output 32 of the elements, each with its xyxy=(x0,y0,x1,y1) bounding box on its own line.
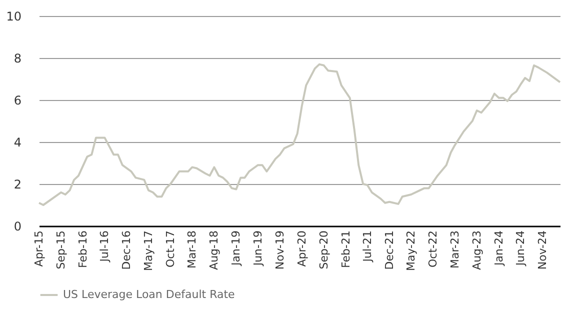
x-tick-label: Jan-24 xyxy=(492,230,506,266)
x-tick-label: Dec-16 xyxy=(120,230,134,270)
y-tick-label: 6 xyxy=(14,94,22,108)
x-tick-label: Apr-15 xyxy=(32,230,46,267)
x-tick-label: Dec-21 xyxy=(382,230,396,270)
x-tick-label: Jan-19 xyxy=(230,230,243,266)
x-tick-label: Apr-20 xyxy=(295,230,308,267)
y-tick-label: 4 xyxy=(14,136,22,150)
line-series xyxy=(38,63,561,206)
x-tick-label: Mar-23 xyxy=(448,230,462,269)
y-tick-label: 10 xyxy=(6,10,22,24)
y-tick-label: 0 xyxy=(14,220,22,234)
x-tick-label: Jun-24 xyxy=(514,230,528,267)
legend-label: US Leverage Loan Default Rate xyxy=(63,288,236,301)
x-tick-label: Oct-22 xyxy=(426,230,440,268)
x-tick-label: Sep-15 xyxy=(54,230,68,270)
x-tick-label: Jul-16 xyxy=(98,230,112,263)
x-tick-label: May-17 xyxy=(142,230,155,272)
x-tick-label: Feb-16 xyxy=(76,230,90,268)
x-tick-label: Feb-21 xyxy=(339,230,352,268)
x-tick-label: May-22 xyxy=(404,230,418,272)
x-tick-label: Nov-19 xyxy=(273,230,286,270)
y-tick-label: 2 xyxy=(14,178,22,192)
x-tick-label: Sep-20 xyxy=(317,230,330,270)
x-tick-label: Mar-18 xyxy=(186,230,199,269)
x-tick-label: Oct-17 xyxy=(164,230,177,268)
x-tick-label: Aug-23 xyxy=(470,230,484,270)
y-tick-label: 8 xyxy=(14,52,22,66)
x-tick-label: Aug-18 xyxy=(208,230,221,270)
x-tick-label: Nov-24 xyxy=(536,230,550,270)
x-tick-label: Jun-19 xyxy=(251,230,264,267)
x-tick-label: Jul-21 xyxy=(360,230,374,263)
